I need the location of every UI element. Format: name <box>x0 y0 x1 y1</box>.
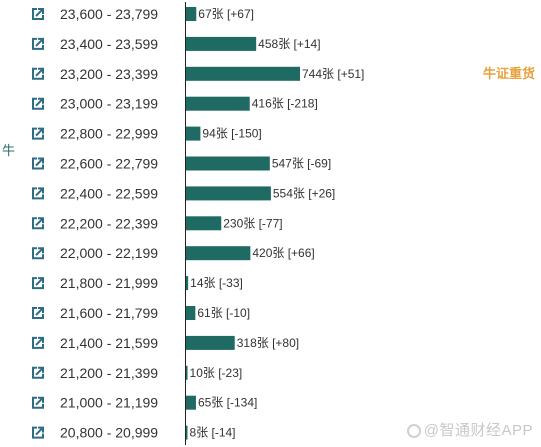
bar <box>186 7 197 21</box>
data-label: 67张 [+67] <box>198 7 254 21</box>
external-link-icon[interactable] <box>32 307 44 319</box>
external-link-icon[interactable] <box>32 277 44 290</box>
bar <box>186 66 300 81</box>
category-label: 23,000 - 23,199 <box>60 96 158 112</box>
bar <box>186 425 188 440</box>
bar <box>186 276 189 291</box>
category-label: 23,200 - 23,399 <box>60 66 158 82</box>
watermark-text: @智通财经APP <box>423 422 533 439</box>
data-label: 61张 [-10] <box>197 306 250 320</box>
data-label: 14张 [-33] <box>190 276 243 290</box>
external-link-icon[interactable] <box>32 396 44 409</box>
external-link-icon[interactable] <box>32 366 44 379</box>
bar <box>186 306 196 320</box>
data-label: 65张 [-134] <box>198 396 257 410</box>
data-label: 420张 [+66] <box>252 246 314 260</box>
category-label: 21,600 - 21,799 <box>60 305 158 321</box>
bar <box>186 186 271 201</box>
bar <box>186 36 257 51</box>
bar <box>186 156 270 171</box>
external-link-icon[interactable] <box>32 37 44 50</box>
external-link-icon[interactable] <box>32 336 44 349</box>
side-label: 牛 <box>2 143 16 158</box>
data-label: 416张 [-218] <box>252 97 318 111</box>
data-label: 547张 [-69] <box>272 157 331 171</box>
external-link-icon[interactable] <box>32 426 44 439</box>
annotation-label: 牛证重货 <box>483 66 535 81</box>
external-link-icon[interactable] <box>32 187 44 200</box>
external-link-icon[interactable] <box>32 97 44 110</box>
category-label: 22,200 - 22,399 <box>60 215 158 231</box>
bars-layer <box>186 7 300 440</box>
category-label: 22,800 - 22,999 <box>60 126 158 142</box>
data-label: 8张 [-14] <box>190 426 236 440</box>
category-label: 21,200 - 21,399 <box>60 365 158 381</box>
category-label: 21,800 - 21,999 <box>60 275 158 291</box>
data-label: 10张 [-23] <box>190 366 243 380</box>
category-label: 22,400 - 22,599 <box>60 185 158 201</box>
data-label: 318张 [+80] <box>237 336 299 350</box>
category-label: 23,400 - 23,599 <box>60 36 158 52</box>
category-label: 22,600 - 22,799 <box>60 156 158 172</box>
watermark-logo-icon <box>406 424 421 438</box>
bar <box>186 246 251 261</box>
bar <box>186 96 250 111</box>
category-label: 22,000 - 22,199 <box>60 245 158 261</box>
category-label: 21,000 - 21,199 <box>60 395 158 411</box>
external-link-icon[interactable] <box>32 8 44 20</box>
category-label: 21,400 - 21,599 <box>60 335 158 351</box>
data-labels-layer: 67张 [+67] 458张 [+14] 744张 [+51] 416张 [-218]… <box>190 7 365 440</box>
watermark: @智通财经APP <box>406 419 533 440</box>
bar <box>186 126 201 141</box>
bar <box>186 335 235 350</box>
icons-layer <box>32 8 44 439</box>
data-label: 554张 [+26] <box>273 186 335 200</box>
external-link-icon[interactable] <box>32 157 44 170</box>
data-label: 94张 [-150] <box>202 127 261 141</box>
category-labels-layer: 23,600 - 23,799 23,400 - 23,599 23,200 - 2… <box>60 6 158 441</box>
category-label: 23,600 - 23,799 <box>60 6 158 22</box>
data-label: 230张 [-77] <box>223 216 282 230</box>
external-link-icon[interactable] <box>32 247 44 260</box>
category-label: 20,800 - 20,999 <box>60 425 158 441</box>
external-link-icon[interactable] <box>32 67 44 80</box>
external-link-icon[interactable] <box>32 217 44 230</box>
data-label: 458张 [+14] <box>258 37 320 51</box>
bar <box>186 216 222 231</box>
bar <box>186 395 196 410</box>
external-link-icon[interactable] <box>32 127 44 140</box>
data-label: 744张 [+51] <box>302 67 364 81</box>
bar <box>186 365 188 380</box>
